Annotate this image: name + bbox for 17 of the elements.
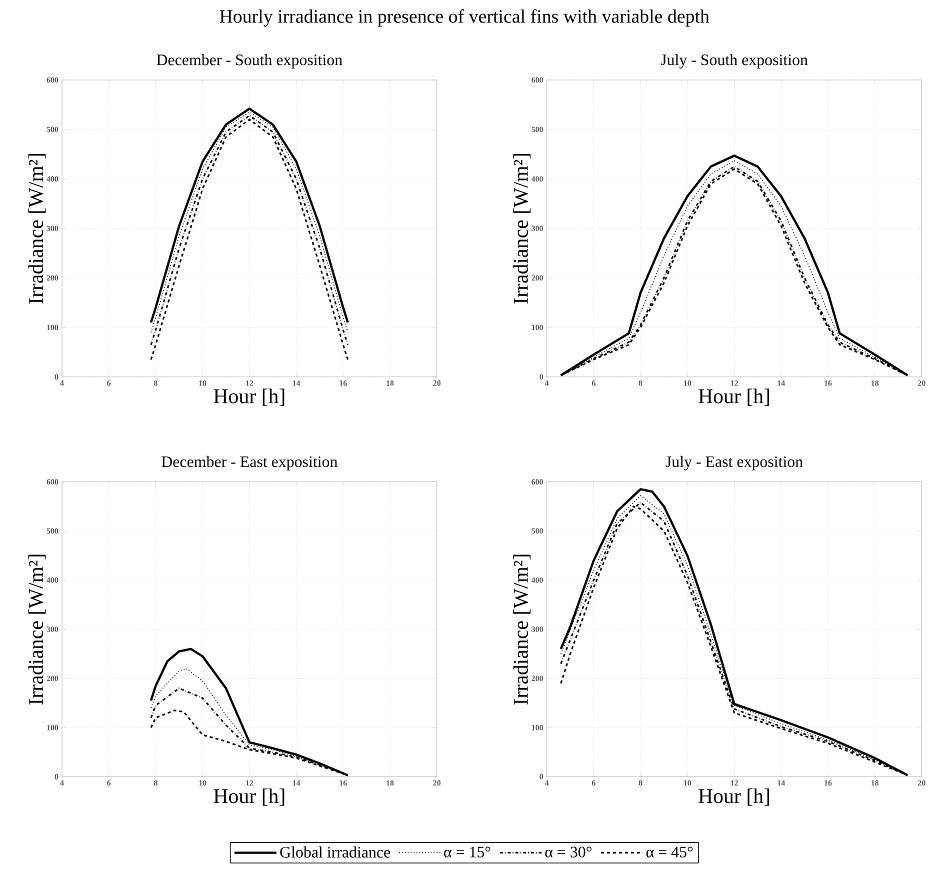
text: Hourly irradiance in presence of vertical fins with variable depth <box>220 9 710 27</box>
legend-label: Global irradiance <box>280 846 390 858</box>
y-axis-title: Irradiance [W/m²] <box>28 554 46 705</box>
x-axis-title: Hour [h] <box>698 788 770 806</box>
chart-title: December - East exposition <box>162 456 338 471</box>
legend-label: α = 45° <box>646 846 693 858</box>
x-axis-title: Hour [h] <box>698 388 770 406</box>
y-axis-title: Irradiance [W/m²] <box>28 154 46 304</box>
chart-title: July - East exposition <box>666 456 803 471</box>
x-axis-title: Hour [h] <box>214 388 284 406</box>
y-axis-title: Irradiance [W/m²] <box>513 154 531 304</box>
legend-label: α = 15° <box>444 846 490 858</box>
y-axis-title: Irradiance [W/m²] <box>513 554 531 705</box>
x-axis-title: Hour [h] <box>214 788 284 806</box>
legend-label: α = 30° <box>545 846 592 858</box>
chart-title: December - South exposition <box>156 54 342 69</box>
chart-title: July - South exposition <box>660 54 808 69</box>
